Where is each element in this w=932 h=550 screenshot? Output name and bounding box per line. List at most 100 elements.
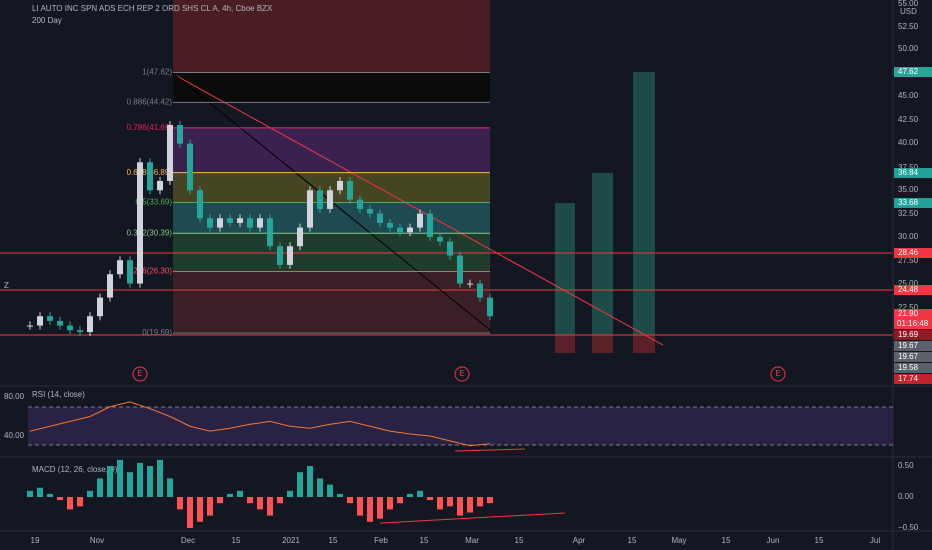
macd-bar [387,497,393,510]
rsi-title: RSI (14, close) [32,390,85,399]
time-label: 15 [420,536,429,545]
position-profit [633,72,655,335]
price-tag-label: 24.48 [898,285,919,294]
candle [437,236,443,242]
price-label: 37.50 [898,163,919,172]
position-loss [555,335,575,353]
trend-line [174,74,664,346]
macd-bar [297,472,303,497]
macd-bar [257,497,263,510]
candle [207,218,213,228]
time-label: 2021 [282,536,300,545]
candle [317,190,323,209]
divergence-line [454,448,526,452]
macd-bar [467,497,473,513]
axis-top: 55.00 [898,0,919,8]
candle [307,190,313,228]
macd-bar [287,490,293,497]
price-label: 22.50 [898,303,919,312]
fib-band [173,127,490,173]
time-label: 15 [815,536,824,545]
time-label: 15 [515,536,524,545]
price-tag [894,198,932,208]
event-marker [454,366,470,382]
candle [337,180,343,191]
candle [387,222,393,228]
price-tag-label: 19.69 [898,330,919,339]
rsi-band [28,407,893,445]
macd-bar [237,490,243,497]
candle [397,227,403,233]
candle [487,297,493,317]
candle [87,316,93,333]
candle [67,325,73,331]
price-tag [894,67,932,77]
candle [187,143,193,191]
candle [417,213,423,228]
time-label: Feb [374,536,388,545]
time-label: Dec [181,536,195,545]
fib-label: 0(19.69) [142,328,172,337]
candle [57,320,63,326]
macd-bar [377,497,383,519]
price-tag [894,248,932,258]
price-tag [894,330,932,340]
price-tag-label: 36.84 [898,168,919,177]
candle [327,190,333,209]
event-marker [132,366,148,382]
macd-bar [157,459,163,497]
macd-bar [57,497,63,501]
time-label: Apr [573,536,586,545]
macd-bar [267,497,273,516]
macd-bar [317,478,323,497]
macd-bar [117,459,123,497]
candle [457,255,463,284]
candle [447,241,453,256]
macd-bar [187,497,193,528]
candle [297,227,303,247]
macd-bar [407,493,413,497]
macd-bar [337,493,343,497]
candle [467,283,473,285]
price-tag [894,285,932,295]
price-label: 42.50 [898,115,919,124]
event-label: E [459,369,464,378]
price-label: 45.00 [898,91,919,100]
price-label: 25.00 [898,279,919,288]
macd-title: MACD (12, 26, close, 9) [32,465,118,474]
macd-bar [177,497,183,510]
macd-bar [97,478,103,497]
candle [197,190,203,219]
price-tag-label: 47.62 [898,67,919,76]
candle [357,199,363,209]
candle [97,297,103,317]
candle [267,218,273,247]
fib-band [173,272,490,333]
time-label: 15 [722,536,731,545]
macd-label: 0.50 [898,461,914,470]
title: LI AUTO INC SPN ADS ECH REP 2 ORD SHS CL… [32,4,273,13]
position-loss [633,335,655,353]
macd-bar [77,497,83,507]
macd-bar [357,497,363,516]
macd-bar [67,497,73,510]
price-tag-label: 19.67 [898,352,919,361]
divergence-line [379,512,566,524]
fib-label: 0.236(26.30) [127,267,173,276]
macd-bar [327,484,333,497]
macd-bar [307,466,313,497]
price-tag-label: 28.46 [898,248,919,257]
price-label: 50.00 [898,44,919,53]
fib-label: 0.5(33.69) [136,198,173,207]
z-button[interactable]: Z [4,281,9,290]
price-label: 27.50 [898,256,919,265]
candle [107,274,113,298]
macd-bar [87,490,93,497]
price-label: 35.00 [898,185,919,194]
time-label: Nov [90,536,104,545]
time-label: 15 [628,536,637,545]
time-label: 15 [232,536,241,545]
candle [407,227,413,233]
macd-bar [347,497,353,504]
price-tag [894,341,932,351]
